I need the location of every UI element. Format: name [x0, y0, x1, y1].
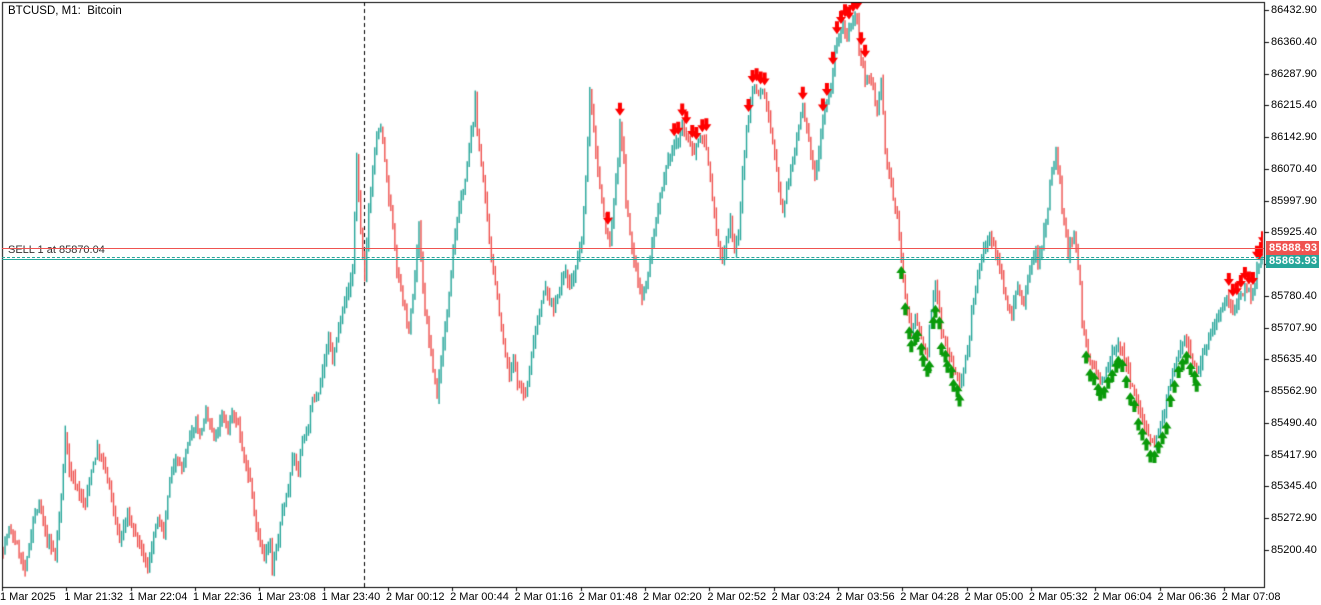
- time-axis[interactable]: 1 Mar 2025 1 Mar 21:32 1 Mar 22:04 1 Mar 22…: [0, 588, 1321, 605]
- ask-price-line: [2, 248, 1264, 249]
- time-axis-label: 1 Mar 2025: [0, 591, 56, 603]
- bid-price-line: [2, 259, 1264, 260]
- time-axis-label: 2 Mar 03:24: [771, 591, 831, 603]
- price-axis-label: 86070.40: [1271, 162, 1317, 175]
- price-axis-label: 85925.40: [1271, 226, 1317, 239]
- time-axis-label: 2 Mar 05:00: [964, 591, 1024, 603]
- price-axis-label: 86432.90: [1271, 4, 1317, 17]
- time-axis-label: 2 Mar 06:04: [1093, 591, 1152, 603]
- bid-price-tag: 85863.93: [1266, 255, 1319, 268]
- price-axis-label: 85417.90: [1271, 448, 1317, 461]
- time-axis-label: 1 Mar 23:08: [257, 591, 316, 603]
- price-axis-label: 86215.40: [1271, 99, 1317, 112]
- price-axis-label: 86287.90: [1271, 67, 1317, 80]
- price-axis-label: 85780.40: [1271, 289, 1317, 302]
- chart-title: BTCUSD, M1: Bitcoin: [8, 5, 122, 17]
- time-axis-label: 2 Mar 03:56: [835, 591, 895, 603]
- price-axis-label: 85490.40: [1271, 416, 1317, 429]
- time-axis-label: 2 Mar 00:44: [450, 591, 509, 603]
- time-axis-label: 2 Mar 04:28: [900, 591, 959, 603]
- price-axis-label: 85345.40: [1271, 480, 1317, 493]
- price-axis-label: 85562.90: [1271, 385, 1317, 398]
- time-axis-label: 2 Mar 01:16: [514, 591, 574, 603]
- time-axis-label: 1 Mar 23:40: [321, 591, 381, 603]
- time-axis-label: 2 Mar 00:12: [385, 591, 445, 603]
- ask-price-tag: 85888.93: [1266, 241, 1319, 255]
- time-axis-label: 1 Mar 21:32: [64, 591, 123, 603]
- price-axis-label: 85997.90: [1271, 194, 1317, 207]
- time-axis-label: 2 Mar 02:52: [707, 591, 767, 603]
- time-axis-label: 2 Mar 05:32: [1028, 591, 1088, 603]
- price-axis-label: 86360.40: [1271, 35, 1317, 48]
- time-axis-label: 1 Mar 22:36: [192, 591, 252, 603]
- time-axis-label: 2 Mar 07:08: [1221, 591, 1281, 603]
- time-axis-label: 1 Mar 22:04: [128, 591, 188, 603]
- price-axis-label: 85635.40: [1271, 353, 1317, 366]
- sell-position-label: SELL 1 at 85870.04: [8, 243, 105, 256]
- price-axis[interactable]: 86432.90 86360.40 86287.90 86215.40 86142.90…: [1264, 0, 1321, 588]
- time-axis-label: 2 Mar 06:36: [1157, 591, 1217, 603]
- price-axis-label: 85200.40: [1271, 544, 1317, 557]
- sell-position-line[interactable]: [2, 257, 1264, 258]
- price-axis-label: 86142.90: [1271, 131, 1317, 144]
- time-axis-label: 2 Mar 02:20: [643, 591, 702, 603]
- price-axis-label: 85707.90: [1271, 321, 1317, 334]
- time-axis-label: 2 Mar 01:48: [578, 591, 638, 603]
- price-axis-label: 85272.90: [1271, 512, 1317, 525]
